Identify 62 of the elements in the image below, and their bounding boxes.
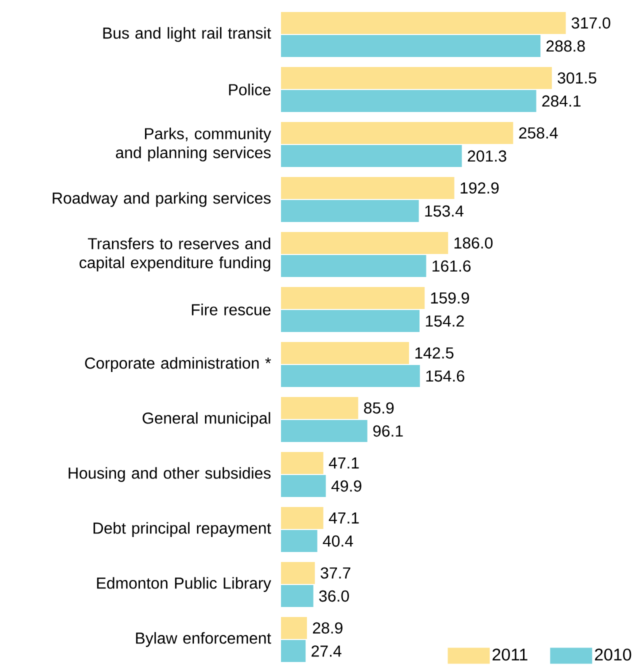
bar xyxy=(281,420,368,442)
bar xyxy=(281,66,552,89)
data-label: 159.9 xyxy=(431,292,469,304)
legend-label: 2010 xyxy=(595,648,632,661)
bar xyxy=(281,475,326,498)
data-label: 153.4 xyxy=(425,205,464,217)
y-tick-label: Edmonton Public Library xyxy=(97,577,272,592)
y-tick-label: Parks, community and planning services xyxy=(116,128,272,162)
data-label: 201.3 xyxy=(468,150,506,162)
data-label: 40.4 xyxy=(322,535,354,547)
bar xyxy=(281,530,318,552)
data-label: 284.1 xyxy=(542,95,581,107)
data-label: 317.0 xyxy=(572,17,610,29)
data-label: 192.9 xyxy=(460,182,499,194)
data-label: 154.6 xyxy=(426,370,464,382)
bar xyxy=(281,90,536,112)
data-label: 28.9 xyxy=(312,622,342,634)
bar xyxy=(281,562,315,584)
y-tick-label: General municipal xyxy=(142,412,270,427)
y-tick-label: Bylaw enforcement xyxy=(136,632,272,647)
bar xyxy=(281,35,540,58)
data-label: 186.0 xyxy=(454,237,493,249)
data-label: 96.1 xyxy=(373,425,403,437)
data-label: 288.8 xyxy=(546,40,585,52)
data-label: 161.6 xyxy=(432,260,471,272)
data-label: 36.0 xyxy=(319,590,349,602)
data-label: 49.9 xyxy=(331,480,362,492)
y-tick-label: Bus and light rail transit xyxy=(103,27,272,42)
legend-label: 2011 xyxy=(492,648,528,661)
bar xyxy=(281,506,324,529)
data-label: 47.1 xyxy=(328,512,359,524)
bar xyxy=(281,452,324,474)
data-label: 27.4 xyxy=(312,646,342,657)
y-tick-label: Police xyxy=(229,84,271,96)
bar xyxy=(281,286,425,309)
bar xyxy=(281,365,420,388)
bar xyxy=(281,176,454,199)
bar xyxy=(281,616,307,639)
bar xyxy=(281,12,566,34)
data-label: 154.2 xyxy=(426,315,464,327)
data-label: 301.5 xyxy=(558,72,596,84)
y-tick-label: Roadway and parking services xyxy=(52,192,271,207)
bar xyxy=(281,122,514,144)
data-label: 142.5 xyxy=(415,347,454,359)
y-tick-label: Debt principal repayment xyxy=(94,522,272,537)
bar xyxy=(281,255,426,278)
bar xyxy=(281,200,419,222)
bar xyxy=(281,396,358,419)
y-tick-label: Corporate administration * xyxy=(85,357,271,372)
y-tick-label: Transfers to reserves and capital expenditure funding xyxy=(80,238,270,272)
bar xyxy=(281,585,314,608)
data-label: 85.9 xyxy=(364,402,394,414)
bar xyxy=(281,232,448,254)
y-tick-label: Fire rescue xyxy=(192,304,271,316)
data-label: 47.1 xyxy=(328,457,359,468)
data-label: 258.4 xyxy=(519,127,558,139)
bar xyxy=(281,310,420,332)
y-tick-label: Housing and other subsidies xyxy=(68,467,271,482)
bar xyxy=(281,145,462,168)
bar xyxy=(281,342,410,364)
bar xyxy=(281,640,306,662)
data-label: 37.7 xyxy=(320,567,350,579)
